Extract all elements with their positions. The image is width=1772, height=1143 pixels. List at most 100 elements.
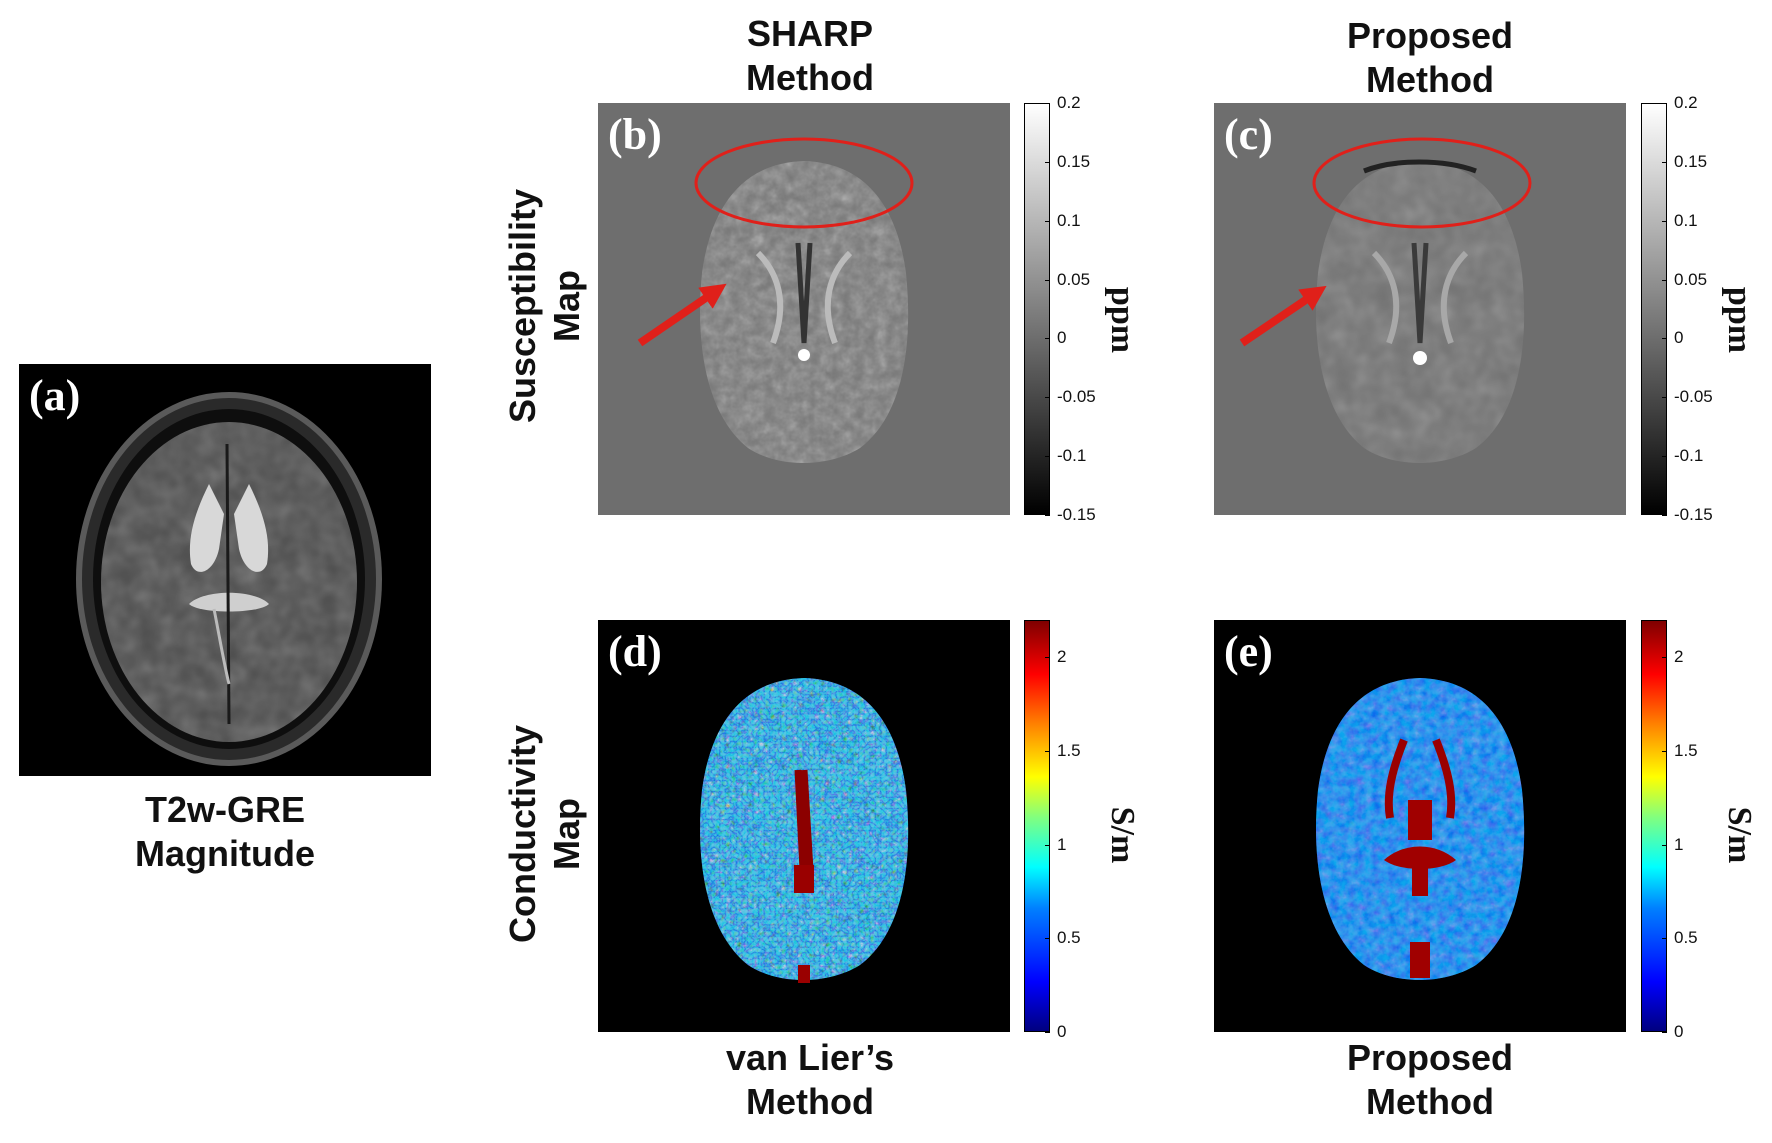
colorbar-tick-label: 0.2 xyxy=(1057,93,1081,112)
colorbar-tickmark xyxy=(1045,1032,1050,1033)
title-sharp-line1: SHARP xyxy=(746,13,874,54)
title-proposed-bottom-line1: Proposed xyxy=(1346,1037,1514,1078)
colorbar-tickmark xyxy=(1045,844,1050,846)
colorbar-tick-label: 0.05 xyxy=(1674,269,1708,289)
title-sharp-line2: Method xyxy=(746,57,874,98)
colorbar-tick-label: 0.2 xyxy=(1674,93,1698,112)
sharp-susceptibility-image xyxy=(637,137,914,463)
colorbar-tickmark xyxy=(1045,456,1050,458)
colorbar-tick-label: 0 xyxy=(1057,328,1067,348)
colorbar-tickmark xyxy=(1662,456,1667,458)
colorbar-susceptibility-b xyxy=(1024,103,1050,515)
colorbar-tickmark xyxy=(1045,103,1050,104)
title-proposed-top: Proposed Method xyxy=(1260,14,1600,102)
colorbar-tick-label: 0.1 xyxy=(1674,210,1698,230)
colorbar-tickmark xyxy=(1662,279,1667,281)
colorbar-tick-label: -0.05 xyxy=(1057,387,1096,407)
colorbar-tick-label: 1.5 xyxy=(1057,741,1081,761)
title-sharp-method: SHARP Method xyxy=(640,12,980,100)
title-proposed-top-line1: Proposed xyxy=(1346,15,1514,56)
colorbar-conductivity-e xyxy=(1641,620,1667,1032)
panel-a-caption: T2w-GRE Magnitude xyxy=(75,788,375,876)
colorbar-unit-sm-e: S/m xyxy=(1721,806,1758,864)
colorbar-susceptibility-c xyxy=(1641,103,1667,515)
row-label-susceptibility-line1: Susceptibility xyxy=(502,188,543,424)
colorbar-tick-label: 0 xyxy=(1057,1022,1067,1041)
panel-a-caption-line2: Magnitude xyxy=(135,833,315,874)
panel-b-letter: (b) xyxy=(608,110,662,159)
colorbar-tick-label: 0 xyxy=(1674,328,1684,348)
colorbar-tick-label: -0.05 xyxy=(1674,387,1713,407)
panel-c-proposed-susceptibility: (c) xyxy=(1214,103,1626,515)
colorbar-tick-label: 2 xyxy=(1057,647,1067,667)
colorbar-tickmark xyxy=(1662,938,1667,940)
colorbar-tickmark xyxy=(1662,657,1667,659)
t2w-brain-image xyxy=(76,392,382,766)
colorbar-unit-ppm-b: ppm xyxy=(1104,286,1141,354)
colorbar-tickmark xyxy=(1662,220,1667,222)
colorbar-tick-label: 0.15 xyxy=(1057,151,1091,171)
title-proposed-bottom-line2: Method xyxy=(1366,1081,1494,1122)
colorbar-tickmark xyxy=(1045,938,1050,940)
colorbar-tick-label: 0.15 xyxy=(1674,151,1708,171)
colorbar-unit-ppm-c: ppm xyxy=(1721,286,1758,354)
colorbar-tickmark xyxy=(1045,338,1050,340)
colorbar-tick-label: 2 xyxy=(1674,647,1684,667)
red-ellipse-annotation-b xyxy=(694,137,914,229)
van-lier-conductivity-image xyxy=(699,678,909,983)
colorbar-tickmark xyxy=(1045,279,1050,281)
colorbar-tickmark xyxy=(1045,657,1050,659)
row-label-conductivity: Conductivity Map xyxy=(501,704,589,964)
title-van-lier-line2: Method xyxy=(746,1081,874,1122)
colorbar-tickmark xyxy=(1662,1032,1667,1033)
panel-e-letter: (e) xyxy=(1224,627,1273,676)
row-label-conductivity-line1: Conductivity xyxy=(502,725,543,944)
colorbar-tick-label: -0.1 xyxy=(1674,446,1704,466)
colorbar-tick-label: -0.15 xyxy=(1674,505,1713,524)
proposed-conductivity-image xyxy=(1315,678,1525,980)
colorbar-tick-label: 1 xyxy=(1057,834,1067,854)
colorbar-tick-label: -0.15 xyxy=(1057,505,1096,524)
colorbar-tick-label: 0.1 xyxy=(1057,210,1081,230)
panel-d-van-lier-conductivity: (d) xyxy=(598,620,1010,1032)
colorbar-tickmark xyxy=(1662,103,1667,104)
title-proposed-top-line2: Method xyxy=(1366,59,1494,100)
colorbar-unit-sm-d: S/m xyxy=(1104,806,1141,864)
colorbar-tick-label: 0.5 xyxy=(1674,928,1698,948)
colorbar-tickmark xyxy=(1045,751,1050,753)
panel-a-caption-line1: T2w-GRE xyxy=(144,789,305,830)
colorbar-tick-label: 0.05 xyxy=(1057,269,1091,289)
red-arrow-annotation-b xyxy=(637,283,727,347)
title-van-lier-line1: van Lier’s xyxy=(725,1037,895,1078)
panel-d-letter: (d) xyxy=(608,627,662,676)
colorbar-tickmark xyxy=(1045,515,1050,516)
colorbar-tickmark xyxy=(1662,338,1667,340)
proposed-susceptibility-image xyxy=(1239,137,1532,463)
panel-b-sharp-susceptibility: (b) xyxy=(598,103,1010,515)
panel-c-letter: (c) xyxy=(1224,110,1273,159)
panel-e-proposed-conductivity: (e) xyxy=(1214,620,1626,1032)
row-label-susceptibility-line2: Map xyxy=(546,270,587,342)
colorbar-tickmark xyxy=(1045,161,1050,163)
title-proposed-bottom: Proposed Method xyxy=(1260,1036,1600,1124)
colorbar-tickmark xyxy=(1662,397,1667,399)
colorbar-tick-label: -0.1 xyxy=(1057,446,1087,466)
colorbar-tickmark xyxy=(1662,751,1667,753)
red-ellipse-annotation-c xyxy=(1312,137,1532,229)
colorbar-tick-label: 1 xyxy=(1674,834,1684,854)
colorbar-tickmark xyxy=(1662,161,1667,163)
colorbar-tickmark xyxy=(1662,515,1667,516)
panel-a-letter: (a) xyxy=(29,371,81,420)
colorbar-tickmark xyxy=(1045,397,1050,399)
row-label-susceptibility: Susceptibility Map xyxy=(501,176,589,436)
colorbar-tickmark xyxy=(1045,220,1050,222)
colorbar-conductivity-d xyxy=(1024,620,1050,1032)
title-van-lier-method: van Lier’s Method xyxy=(640,1036,980,1124)
row-label-conductivity-line2: Map xyxy=(546,798,587,870)
colorbar-tickmark xyxy=(1662,844,1667,846)
colorbar-tick-label: 1.5 xyxy=(1674,741,1698,761)
red-arrow-annotation-c xyxy=(1239,285,1327,347)
colorbar-tick-label: 0.5 xyxy=(1057,928,1081,948)
panel-a-t2w-gre-magnitude: (a) xyxy=(19,364,431,776)
colorbar-tick-label: 0 xyxy=(1674,1022,1684,1041)
